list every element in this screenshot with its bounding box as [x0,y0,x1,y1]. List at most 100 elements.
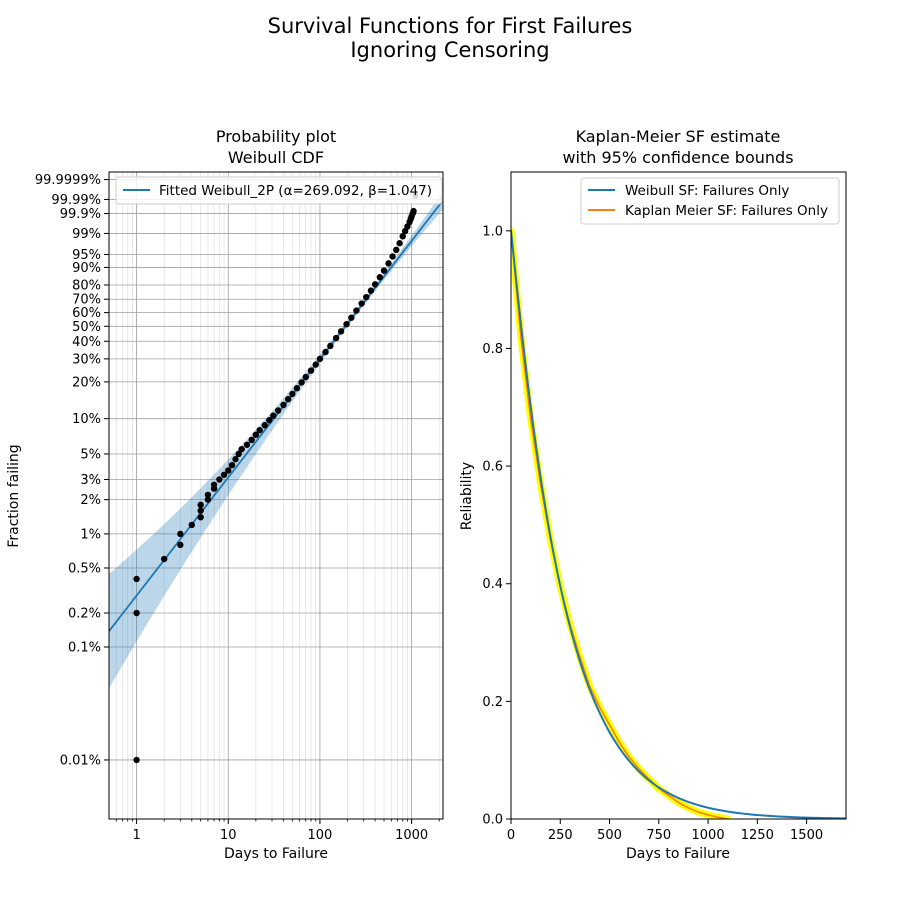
failure-point [353,307,360,314]
y-tick-label: 5% [80,447,101,462]
y-tick-label: 0.2 [482,695,503,710]
failure-point [399,233,406,240]
failure-point [270,412,277,419]
x-tick-label: 100 [308,828,333,843]
failure-point [367,287,375,294]
km-plot-y-label: Reliability [459,462,475,530]
y-tick-label: 0.8 [482,342,503,357]
failure-point [243,441,251,448]
failure-point [235,450,242,458]
km-plot-x-ticks: 0 250 500 750 1000 1250 1500 [507,819,823,843]
km-plot-title-line1: Kaplan-Meier SF estimate [576,127,781,146]
failure-point [232,456,239,463]
failure-point [225,467,232,474]
failure-point [177,530,184,538]
failure-point [280,401,287,409]
km-line [511,230,728,819]
failure-points [133,192,419,764]
y-tick-label: 0.4 [482,577,503,592]
legend-box [580,177,840,225]
failure-point [238,445,245,453]
probability-plot-title-line2: Weibull CDF [228,148,324,167]
failure-point [316,355,324,363]
failure-point [133,756,140,764]
failure-point [410,207,417,215]
failure-point [293,385,301,392]
failure-point [228,461,236,469]
failure-point [376,274,384,281]
failure-point [385,260,392,267]
y-tick-label: 0.5% [68,562,101,577]
failure-point [312,361,319,368]
failure-point [266,417,273,424]
km-confidence-band [511,227,732,819]
y-tick-label: 70% [72,293,101,308]
failure-point [248,436,255,444]
y-tick-label: 50% [72,320,101,335]
failure-point [197,507,204,514]
km-plot-legend: Weibull SF: Failures Only Kaplan Meier S… [580,177,840,225]
probability-plot-major-grid [109,172,443,819]
failure-point [363,293,370,301]
weibull-sf-line-group [511,230,846,819]
failure-point [393,246,400,254]
failure-point [204,496,212,503]
failure-point [380,267,388,274]
failure-point [322,348,329,356]
failure-point [289,390,296,398]
legend-fit-label: Fitted Weibull_2P (α=269.092, β=1.047) [159,183,432,199]
failure-point [371,281,379,288]
probability-plot-minor-grid [115,172,440,819]
failure-point [256,426,263,434]
x-tick-label: 1250 [741,828,774,843]
failure-point [220,471,228,478]
y-tick-label: 2% [80,493,101,508]
km-plot-title-line2: with 95% confidence bounds [562,148,793,167]
probability-plot-x-ticks: 1 10 100 1000 [115,819,440,843]
failure-point [396,240,403,247]
y-tick-label: 80% [72,278,101,293]
failure-point [210,481,218,488]
x-tick-label: 0 [507,828,515,843]
failure-point [332,334,340,342]
legend-box [115,176,443,205]
probability-plot-y-ticks: 0.01% 0.1% 0.2% 0.5% 1% 2% 3% 5% 10% 20% 30% 40%50%… [35,173,109,768]
failure-point [302,373,309,381]
probability-plot-panel: Probability plot Weibull CDF 1 10 100 1000 … [6,127,444,862]
failure-point [252,431,260,439]
weibull-sf-line [511,230,846,819]
km-confidence-band-area [511,227,732,819]
km-plot-x-label: Days to Failure [626,846,730,862]
failure-point [133,575,140,583]
legend-km-label: Kaplan Meier SF: Failures Only [625,203,828,219]
x-tick-label: 1500 [790,828,823,843]
failure-point [307,367,315,374]
failure-point [337,328,345,335]
legend-weibull-label: Weibull SF: Failures Only [625,183,789,199]
failure-point [177,541,184,549]
y-tick-label: 99.9999% [35,173,101,188]
y-tick-label: 10% [72,412,101,427]
y-tick-label: 1.0 [482,224,503,239]
failure-point [133,609,140,617]
probability-plot-legend: Fitted Weibull_2P (α=269.092, β=1.047) [115,176,443,205]
failure-point [358,300,365,307]
failure-point [298,379,305,386]
failure-point [216,476,223,483]
x-tick-label: 1000 [395,828,428,843]
failure-point [197,501,204,509]
km-plot-frame [510,171,847,820]
failure-point [160,555,168,563]
y-tick-label: 20% [72,375,101,390]
y-tick-label: 0.2% [68,607,101,622]
x-tick-label: 500 [597,828,622,843]
x-tick-label: 750 [646,828,671,843]
probability-plot-title-line1: Probability plot [216,127,336,146]
failure-point [188,521,195,529]
figure-title-line1: Survival Functions for First Failures [268,14,633,38]
y-tick-label: 0.1% [68,641,101,656]
x-tick-label: 10 [220,828,237,843]
failure-point [343,320,350,328]
probability-plot-x-label: Days to Failure [224,846,328,862]
